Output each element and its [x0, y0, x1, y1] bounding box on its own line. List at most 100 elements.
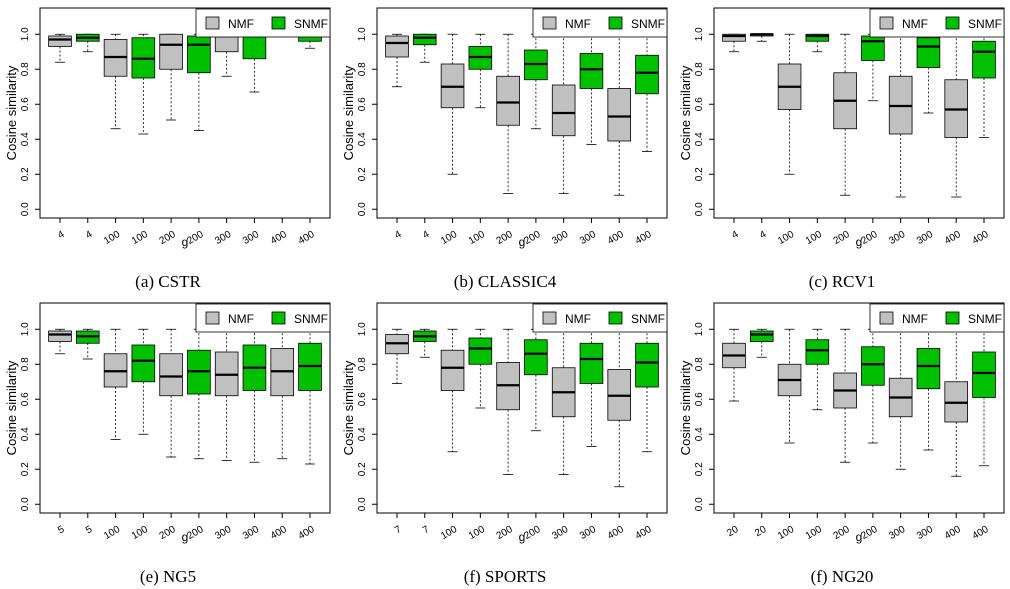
panel-caption: (b) CLASSIC4 [453, 272, 557, 291]
x-tick-label: 400 [634, 524, 654, 542]
boxplot-chart: 0.0 0.2 0.4 0.6 0.8 1.0 Cosine similarity 7 7 100… [341, 302, 668, 544]
legend: NMF SNMF [195, 8, 331, 38]
x-tick-label: 300 [887, 524, 907, 542]
legend-swatch [542, 311, 557, 325]
box-iqr [722, 33, 746, 42]
legend-label: NMF [902, 312, 928, 326]
y-tick-label: 0.6 [20, 392, 31, 406]
y-tick-label: 0.6 [357, 392, 368, 406]
x-tick-label: 100 [439, 229, 459, 247]
box-iqr [579, 53, 604, 89]
plot-frame [376, 302, 668, 514]
x-tick-label: 100 [804, 229, 824, 247]
legend-box [869, 8, 1005, 38]
box-iqr [972, 351, 996, 398]
panel-cstr: 0.0 0.2 0.4 0.6 0.8 1.0 Cosine similarity 4 4 100… [0, 0, 336, 294]
y-tick-label: 0.8 [357, 62, 368, 76]
y-tick-label: 0.6 [357, 97, 368, 111]
legend-label: SNMF [968, 312, 1002, 326]
x-tick-label: 400 [943, 229, 963, 247]
legend-swatch [205, 311, 220, 325]
x-tick-label: 100 [467, 229, 487, 247]
legend-swatch [945, 311, 960, 325]
x-axis-label: g [182, 235, 189, 249]
x-tick-label: 400 [269, 524, 289, 542]
x-tick-label: 300 [241, 524, 261, 542]
y-tick-label: 0.2 [357, 462, 368, 476]
boxplot-chart: 0.0 0.2 0.4 0.6 0.8 1.0 Cosine similarity 4 4 100… [678, 7, 1005, 249]
legend-swatch [945, 16, 960, 30]
box-iqr [412, 33, 437, 46]
y-tick-label: 0.0 [20, 497, 31, 511]
x-tick-label: 400 [297, 229, 317, 247]
box-iqr [131, 344, 156, 383]
x-tick-label: 200 [185, 524, 205, 542]
legend-label: SNMF [294, 17, 328, 31]
panel-sports: 0.0 0.2 0.4 0.6 0.8 1.0 Cosine similarity 7 7 100… [337, 295, 673, 589]
y-tick-label: 0.8 [694, 62, 705, 76]
y-axis-label: Cosine similarity [4, 65, 19, 160]
box-iqr [607, 88, 632, 142]
x-tick-label: 300 [241, 229, 261, 247]
box-iqr [48, 330, 72, 342]
x-tick-label: 100 [130, 524, 150, 542]
x-tick-label: 200 [832, 229, 852, 247]
x-tick-label: 300 [915, 229, 935, 247]
y-tick-label: 1.0 [357, 322, 368, 336]
legend: NMF SNMF [869, 8, 1005, 38]
legend-swatch [608, 16, 623, 30]
y-axis-label: Cosine similarity [678, 360, 693, 455]
x-tick-label: 4 [56, 229, 67, 242]
y-tick-label: 0.8 [357, 357, 368, 371]
y-tick-label: 0.8 [20, 62, 31, 76]
box-iqr [48, 35, 72, 47]
box-iqr [496, 75, 520, 126]
box-iqr [635, 54, 659, 95]
boxplot-chart: 0.0 0.2 0.4 0.6 0.8 1.0 Cosine similarity 4 4 100… [341, 7, 668, 249]
y-tick-label: 0.2 [357, 167, 368, 181]
y-tick-label: 0.0 [694, 497, 705, 511]
legend-swatch [542, 16, 557, 30]
x-tick-label: 400 [971, 229, 991, 247]
x-tick-label: 300 [578, 524, 598, 542]
x-axis-label: g [856, 530, 863, 544]
box-iqr [972, 40, 996, 79]
y-tick-label: 0.8 [20, 357, 31, 371]
x-tick-label: 200 [522, 229, 542, 247]
x-tick-label: 400 [606, 229, 626, 247]
box-iqr [385, 35, 409, 58]
x-tick-label: 200 [158, 524, 178, 542]
x-tick-label: 100 [776, 524, 796, 542]
legend-label: NMF [565, 312, 591, 326]
plot-frame [713, 302, 1005, 514]
x-tick-label: 200 [495, 229, 515, 247]
panel-classic4: 0.0 0.2 0.4 0.6 0.8 1.0 Cosine similarity 4 4 100… [337, 0, 673, 294]
y-tick-label: 0.4 [20, 427, 31, 441]
box-iqr [635, 342, 659, 388]
x-tick-label: 400 [297, 524, 317, 542]
panel-caption: (c) RCV1 [808, 272, 876, 291]
x-tick-label: 100 [467, 524, 487, 542]
panel-caption: (a) CSTR [135, 272, 201, 291]
x-tick-label: 200 [158, 229, 178, 247]
y-tick-label: 0.0 [357, 497, 368, 511]
y-axis-label: Cosine similarity [678, 65, 693, 160]
legend-label: NMF [565, 17, 591, 31]
plot-frame [713, 7, 1005, 219]
box-iqr [579, 342, 604, 384]
x-tick-label: 100 [102, 229, 122, 247]
x-tick-label: 200 [495, 524, 515, 542]
box-iqr [861, 346, 885, 386]
x-tick-label: 300 [550, 524, 570, 542]
x-tick-label: 4 [393, 229, 404, 242]
x-tick-label: 5 [56, 524, 67, 537]
x-tick-label: 7 [393, 524, 404, 537]
x-tick-label: 300 [578, 229, 598, 247]
legend-label: NMF [228, 312, 254, 326]
legend-label: SNMF [631, 17, 665, 31]
y-tick-label: 1.0 [20, 322, 31, 336]
plot-frame [39, 7, 331, 219]
legend-label: SNMF [294, 312, 328, 326]
x-tick-label: 400 [634, 229, 654, 247]
box-iqr [805, 33, 830, 42]
